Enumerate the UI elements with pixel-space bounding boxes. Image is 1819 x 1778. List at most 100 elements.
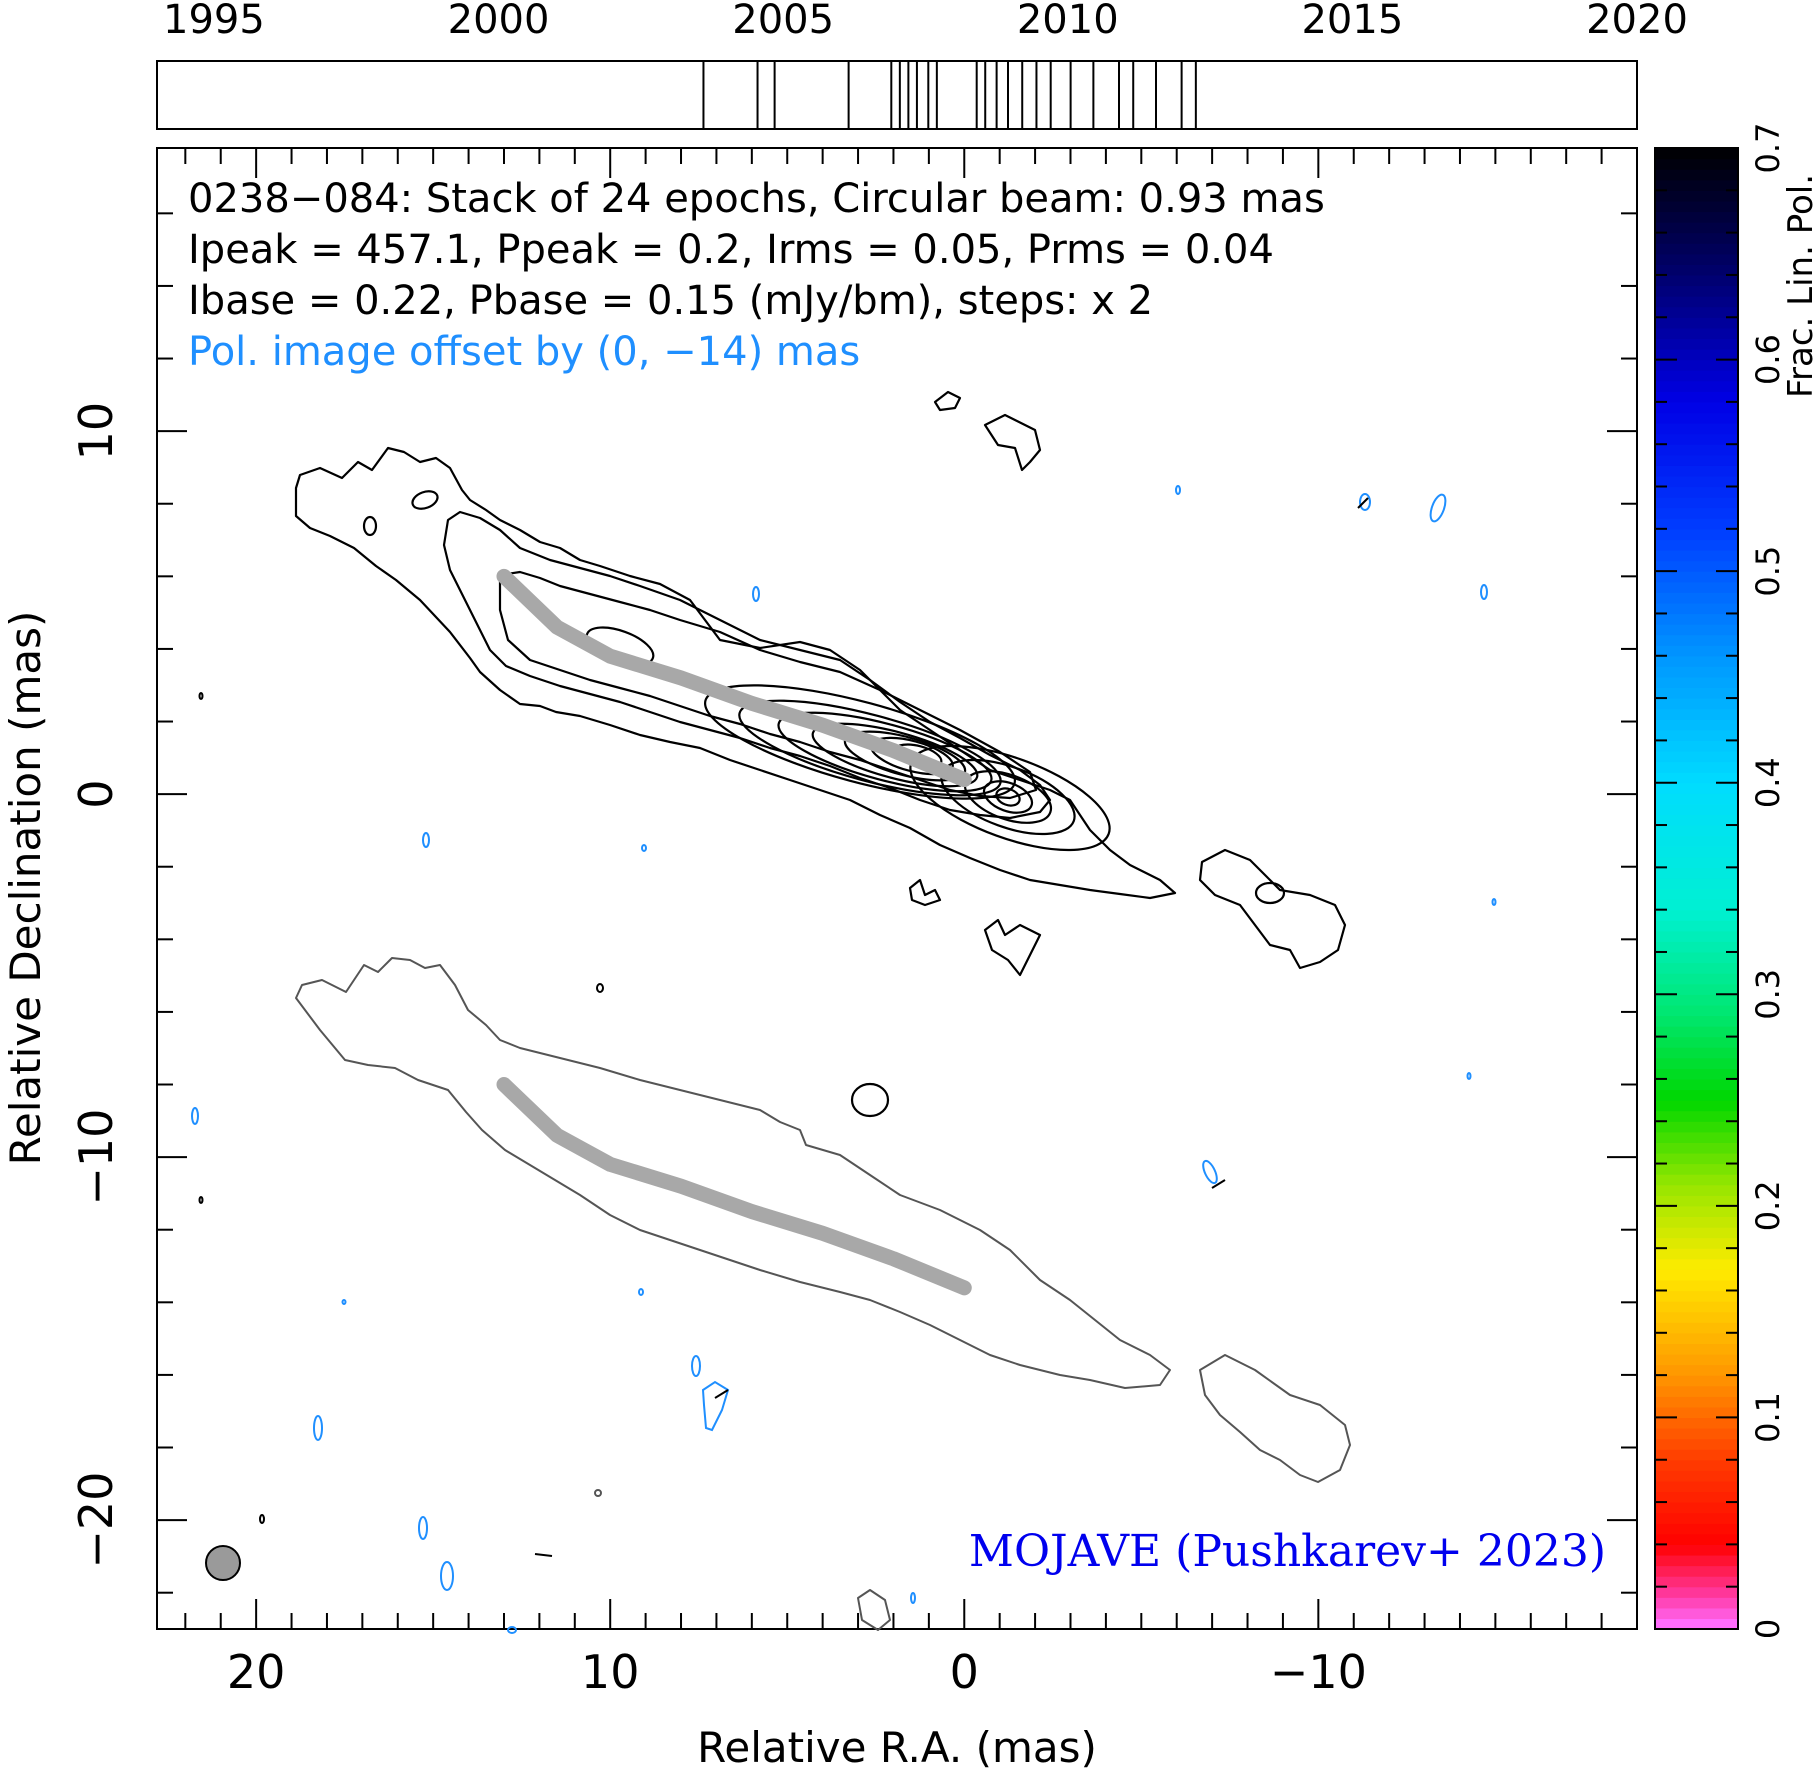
colorbar-step: [1655, 1523, 1738, 1535]
colorbar-step: [1655, 200, 1738, 213]
beam-ellipse: [205, 1545, 241, 1581]
colorbar-step: [1655, 973, 1738, 985]
colorbar-step: [1655, 983, 1738, 995]
colorbar-step: [1655, 1438, 1738, 1450]
colorbar-step: [1655, 518, 1738, 530]
header-line-3: Ibase = 0.22, Pbase = 0.15 (mJy/bm), ste…: [188, 278, 1153, 324]
outer-knot-contour: [1254, 881, 1286, 905]
colorbar-step: [1655, 1279, 1738, 1292]
colorbar-step: [1655, 803, 1738, 816]
colorbar-tick-label: 0.3: [1749, 969, 1787, 1020]
colorbar-step: [1655, 666, 1738, 678]
noise-contour-5: [908, 878, 942, 907]
core-contour-2: [738, 699, 1002, 797]
colorbar-step: [1655, 1057, 1738, 1069]
noise-contour-2: [933, 390, 962, 412]
colorbar-step: [1655, 1142, 1738, 1154]
colorbar-step: [1655, 676, 1738, 689]
colorbar-step: [1655, 1026, 1738, 1038]
colorbar-step: [1655, 1396, 1738, 1408]
colorbar-step: [1655, 772, 1738, 784]
colorbar-step: [1655, 158, 1738, 170]
colorbar-step: [1655, 624, 1738, 636]
colorbar-step: [1655, 412, 1738, 424]
colorbar-step: [1655, 169, 1738, 181]
colorbar-step: [1655, 655, 1738, 667]
colorbar-step: [1655, 1036, 1738, 1048]
blue-noise-12: [701, 1380, 730, 1432]
colorbar-step: [1655, 1576, 1738, 1588]
colorbar-step: [1655, 941, 1738, 953]
colorbar-step: [1655, 825, 1738, 837]
colorbar-step: [1655, 1121, 1738, 1133]
colorbar-step: [1655, 1607, 1738, 1620]
colorbar-step: [1655, 581, 1738, 593]
x-tick-label: 10: [581, 1645, 640, 1699]
tick-labels: 20 10 0 −10 10 0 −10 −20: [69, 402, 1367, 1699]
colorbar-step: [1655, 528, 1738, 541]
noise-contour-4: [850, 1082, 890, 1118]
y-tick-label: 10: [69, 402, 123, 461]
black-noise-2: [596, 983, 604, 993]
colorbar-step: [1655, 1100, 1738, 1112]
epoch-bar-frame: [156, 60, 1638, 130]
colorbar-step: [1655, 380, 1738, 392]
colorbar-step: [1655, 338, 1738, 350]
colorbar-step: [1655, 317, 1738, 329]
colorbar-step: [1655, 148, 1738, 160]
colorbar-tick-label: 0.7: [1749, 123, 1787, 174]
noise-contour-1: [983, 413, 1042, 472]
blue-noise-10: [638, 1288, 644, 1296]
colorbar-step: [1655, 1480, 1738, 1493]
colorbar-step: [1655, 444, 1738, 456]
ridge-line-pol-offset: [496, 1077, 972, 1296]
colorbar-step: [1655, 962, 1738, 974]
colorbar-step: [1655, 1512, 1738, 1524]
outer-contour-i: [294, 446, 1177, 900]
colorbar-step: [1655, 433, 1738, 445]
colorbar-step: [1655, 1428, 1738, 1440]
colorbar-tick-label: 0.4: [1749, 757, 1787, 808]
colorbar-step: [1655, 719, 1738, 731]
colorbar-step: [1655, 497, 1738, 509]
colorbar-step: [1655, 1078, 1738, 1091]
pol-outer-blob: [1199, 1354, 1351, 1483]
secondary-contour-4: [982, 780, 1034, 814]
y-tick-label: −10: [69, 1109, 123, 1206]
black-noise-4: [259, 1514, 265, 1524]
epoch-year-label: 2005: [732, 0, 834, 43]
colorbar-step: [1655, 222, 1738, 234]
stokes-i-contours: [294, 390, 1347, 1118]
colorbar-step: [1655, 1258, 1738, 1270]
main-plot: 20 10 0 −10 10 0 −10 −20: [1, 147, 1638, 1772]
colorbar-step: [1655, 1301, 1738, 1313]
colorbar-step: [1655, 740, 1738, 752]
epoch-year-label: 1995: [163, 0, 265, 43]
colorbar-step: [1655, 1597, 1738, 1609]
black-noise-marks: [198, 497, 1369, 1557]
outer-blob-contour: [1198, 848, 1347, 970]
x-tick-label: −10: [1270, 1645, 1367, 1699]
colorbar-step: [1655, 1417, 1738, 1429]
colorbar-step: [1655, 1544, 1738, 1556]
colorbar-step: [1655, 856, 1738, 868]
colorbar-step: [1655, 994, 1738, 1006]
colorbar-step: [1655, 1216, 1738, 1228]
colorbar-step: [1655, 296, 1738, 308]
blue-noise-2: [1429, 493, 1447, 523]
header-line-2: Ipeak = 457.1, Ppeak = 0.2, Irms = 0.05,…: [188, 227, 1274, 273]
colorbar-step: [1655, 1353, 1738, 1366]
colorbar-step: [1655, 1004, 1738, 1017]
colorbar-step: [1655, 1110, 1738, 1122]
colorbar-ticks: [1655, 147, 1738, 1630]
black-noise-1: [198, 692, 204, 700]
colorbar-step: [1655, 920, 1738, 932]
colorbar-step: [1655, 602, 1738, 615]
colorbar-step: [1655, 1047, 1738, 1059]
colorbar: 0 0.1 0.2 0.3 0.4 0.5 0.6 0.7 Frac. Lin. Pol.: [1654, 123, 1819, 1639]
epoch-labels: 1995 2000 2005 2010 2015 2020: [163, 0, 1688, 43]
blue-noise-19: [341, 1299, 347, 1305]
colorbar-step: [1655, 1152, 1738, 1165]
colorbar-step: [1655, 327, 1738, 340]
secondary-contour-5: [995, 787, 1021, 807]
